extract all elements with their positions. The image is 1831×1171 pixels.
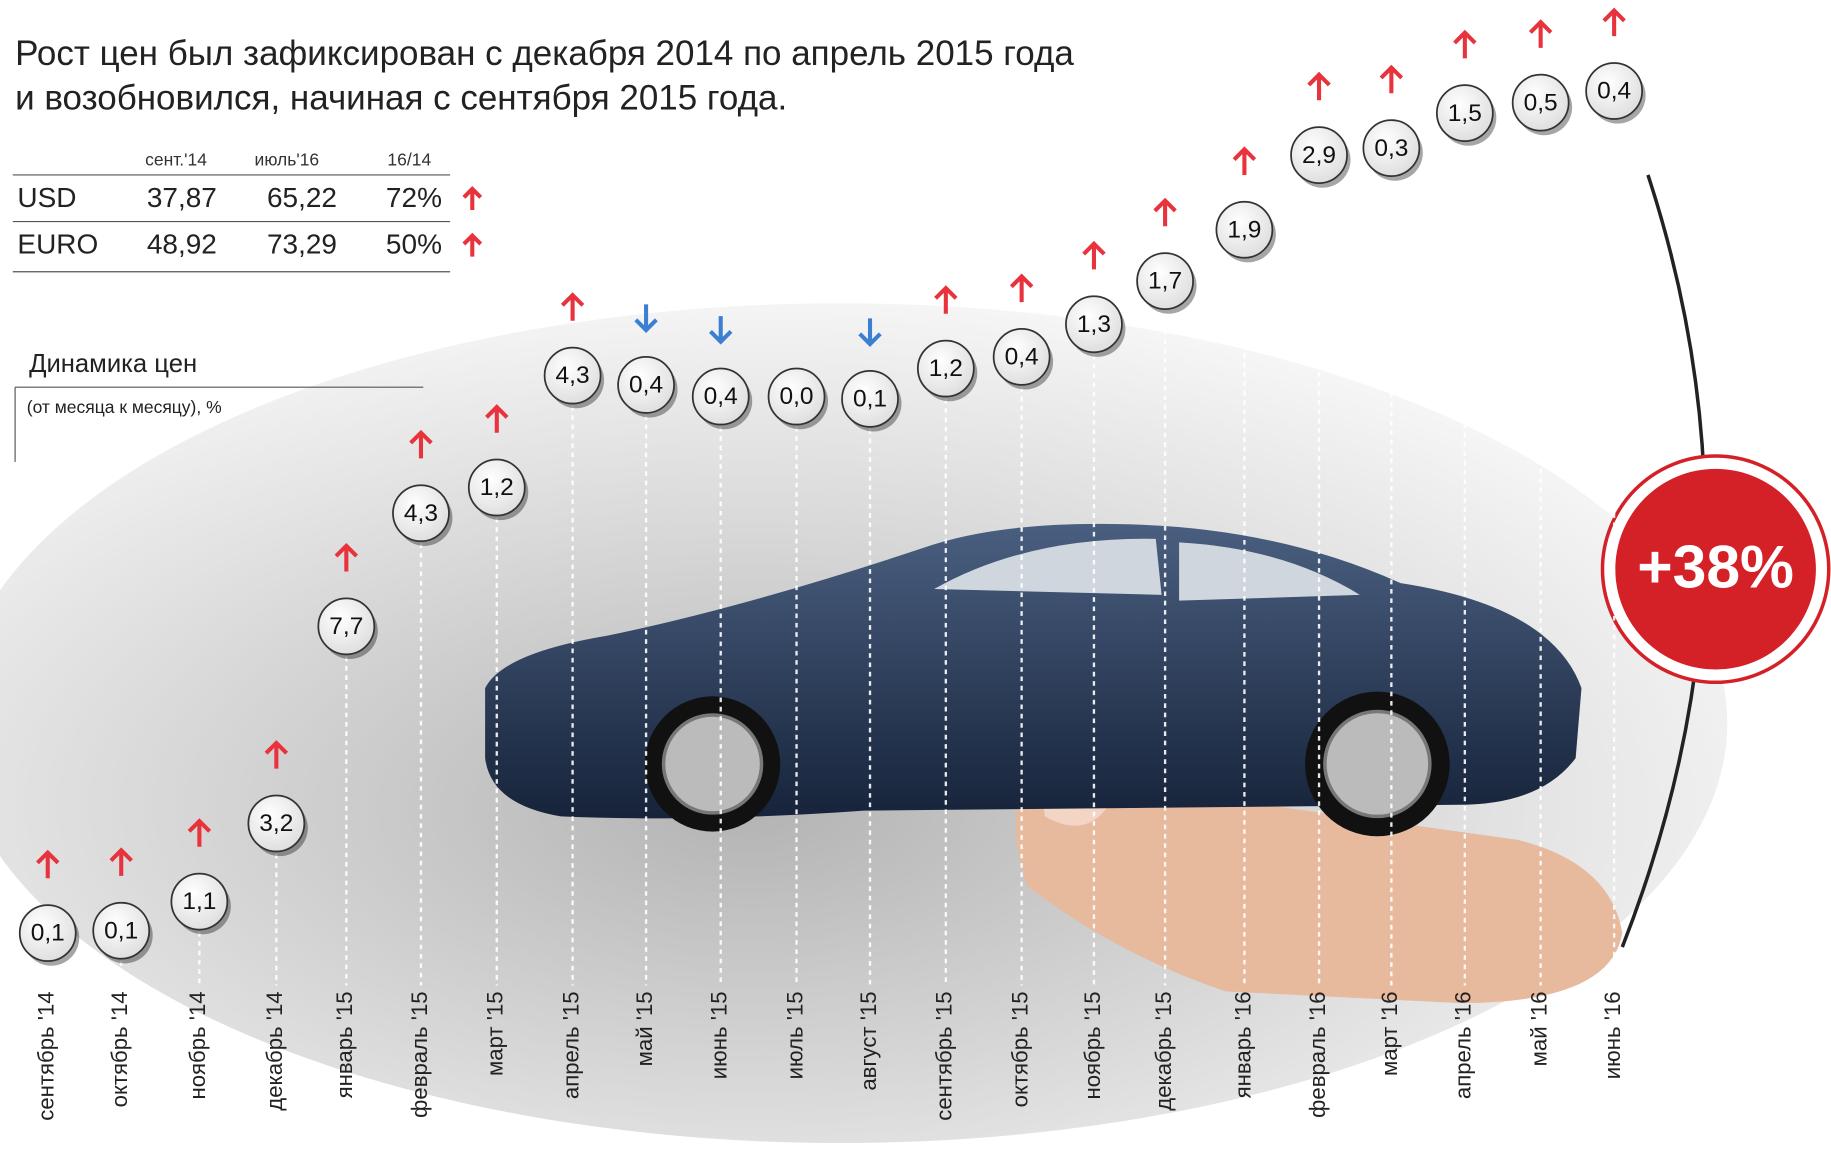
value-label: 3,2: [259, 810, 293, 837]
title: Рост цен был зафиксирован с декабря 2014…: [15, 34, 1074, 73]
month-label: июнь '15: [707, 991, 732, 1079]
cell: 48,92: [147, 228, 217, 259]
month-label: апрель '16: [1451, 991, 1476, 1099]
month-label: май '16: [1527, 991, 1552, 1066]
value-label: 0,4: [629, 372, 663, 399]
cell: 72%: [386, 182, 442, 213]
value-label: 0,1: [853, 386, 887, 413]
total-label: +38%: [1637, 533, 1794, 601]
month-label: январь '15: [332, 991, 357, 1098]
value-label: 0,4: [1597, 78, 1631, 105]
dynamics-subtitle: (от месяца к месяцу), %: [27, 397, 222, 417]
month-label: июнь '16: [1600, 991, 1625, 1079]
month-label: февраль '16: [1305, 991, 1330, 1117]
cell: 50%: [386, 228, 442, 259]
value-label: 1,9: [1227, 216, 1261, 243]
dynamics-title: Динамика цен: [29, 350, 197, 378]
column-header: сент.'14: [145, 150, 207, 170]
value-label: 1,2: [480, 474, 514, 501]
value-label: 2,9: [1302, 142, 1336, 169]
month-label: декабрь '14: [262, 991, 287, 1110]
row-label: EURO: [17, 228, 98, 259]
rim: [664, 715, 762, 813]
month-label: сентябрь '14: [34, 991, 59, 1120]
column-header: 16/14: [387, 150, 431, 170]
value-label: 1,5: [1448, 100, 1482, 127]
value-label: 0,5: [1524, 89, 1558, 116]
rim: [1325, 711, 1430, 816]
month-label: декабрь '15: [1151, 991, 1176, 1110]
value-label: 1,3: [1077, 311, 1111, 338]
month-label: ноябрь '15: [1080, 991, 1105, 1099]
value-label: 0,4: [704, 383, 738, 410]
month-label: апрель '15: [558, 991, 583, 1099]
value-label: 0,1: [31, 920, 65, 947]
value-label: 0,0: [780, 383, 814, 410]
cell: 73,29: [267, 228, 337, 259]
month-label: октябрь '15: [1007, 991, 1032, 1107]
value-label: 7,7: [329, 613, 363, 640]
value-label: 1,7: [1148, 268, 1182, 295]
value-label: 0,1: [104, 917, 138, 944]
month-label: март '16: [1377, 991, 1402, 1076]
value-label: 4,3: [404, 500, 438, 527]
month-label: октябрь '14: [107, 991, 132, 1107]
value-label: 1,2: [929, 355, 963, 382]
month-label: август '15: [856, 991, 881, 1090]
month-label: сентябрь '15: [932, 991, 957, 1120]
cell: 65,22: [267, 182, 337, 213]
value-label: 1,1: [182, 888, 216, 915]
cell: 37,87: [147, 182, 217, 213]
month-label: январь '16: [1230, 991, 1255, 1098]
infographic: +38% Рост цен был зафиксирован с декабря…: [0, 0, 1831, 1171]
month-label: март '15: [483, 991, 508, 1076]
title: и возобновился, начиная с сентября 2015 …: [15, 79, 787, 118]
month-label: май '15: [632, 991, 657, 1066]
value-label: 0,4: [1005, 344, 1039, 371]
column-header: июль'16: [255, 150, 320, 170]
value-label: 0,3: [1374, 135, 1408, 162]
month-label: февраль '15: [407, 991, 432, 1117]
month-label: июль '15: [782, 991, 807, 1079]
row-label: USD: [17, 182, 76, 213]
month-label: ноябрь '14: [185, 991, 210, 1099]
value-label: 4,3: [556, 362, 590, 389]
